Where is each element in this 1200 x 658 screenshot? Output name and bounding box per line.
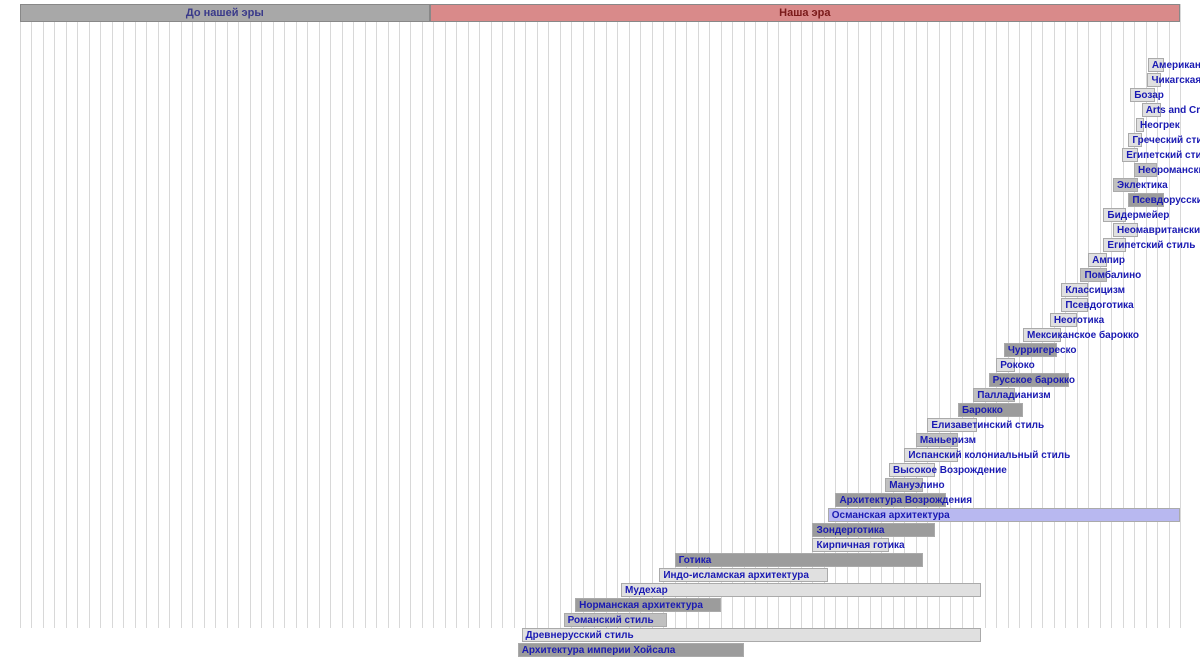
timeline-row: Псевдоготика: [20, 298, 1180, 313]
timeline-bar[interactable]: Русское барокко: [989, 373, 1069, 387]
timeline-bar[interactable]: Османская архитектура: [828, 508, 1180, 522]
timeline-bar[interactable]: Маньеризм: [916, 433, 958, 447]
timeline-row: Эклектика: [20, 178, 1180, 193]
timeline-bar[interactable]: Псевдоготика: [1061, 298, 1088, 312]
timeline-bar[interactable]: Arts and Crafts movement: [1142, 103, 1161, 117]
timeline-bar[interactable]: Мексиканское барокко: [1023, 328, 1061, 342]
timeline-row: Египетский стиль: [20, 148, 1180, 163]
timeline-bar[interactable]: Готика: [675, 553, 924, 567]
timeline-row: Русское барокко: [20, 373, 1180, 388]
timeline-row: Мексиканское барокко: [20, 328, 1180, 343]
timeline-bar[interactable]: Эклектика: [1113, 178, 1138, 192]
timeline-row: Норманская архитектура: [20, 598, 1180, 613]
timeline-row: Испанский колониальный стиль: [20, 448, 1180, 463]
timeline-bar[interactable]: Барокко: [958, 403, 1023, 417]
timeline-row: Неоготика: [20, 313, 1180, 328]
timeline-row: Бозар: [20, 88, 1180, 103]
timeline-row: Рококо: [20, 358, 1180, 373]
timeline-row: Индо-исламская архитектура: [20, 568, 1180, 583]
timeline-row: Помбалино: [20, 268, 1180, 283]
timeline-row: Ампир: [20, 253, 1180, 268]
timeline-row: Бидермейер: [20, 208, 1180, 223]
timeline-bar[interactable]: Египетский стиль: [1103, 238, 1126, 252]
timeline-row: Маньеризм: [20, 433, 1180, 448]
timeline-row: Классицизм: [20, 283, 1180, 298]
timeline-row: Чурригереско: [20, 343, 1180, 358]
timeline-bar[interactable]: Чурригереско: [1004, 343, 1058, 357]
timeline-bar[interactable]: Греческий стиль: [1128, 133, 1141, 147]
timeline-bar[interactable]: Классицизм: [1061, 283, 1088, 297]
timeline-row: Чикагская школа: [20, 73, 1180, 88]
timeline-row: Arts and Crafts movement: [20, 103, 1180, 118]
timeline-bar[interactable]: Псевдорусский стиль: [1128, 193, 1163, 207]
timeline-row: Архитектура империи Хойсала: [20, 643, 1180, 658]
timeline-row: Архитектура Возрождения: [20, 493, 1180, 508]
timeline-bar[interactable]: Неомавританский стиль: [1113, 223, 1138, 237]
timeline-row: Высокое Возрождение: [20, 463, 1180, 478]
timeline-row: Неогрек: [20, 118, 1180, 133]
timeline-row: Неомавританский стиль: [20, 223, 1180, 238]
timeline-bar[interactable]: Норманская архитектура: [575, 598, 720, 612]
timeline-bar[interactable]: Неороманский стиль: [1134, 163, 1157, 177]
timeline-row: Елизаветинский стиль: [20, 418, 1180, 433]
timeline-row: Мануэлино: [20, 478, 1180, 493]
timeline-bar[interactable]: Помбалино: [1080, 268, 1107, 282]
timeline-bar[interactable]: Чикагская школа: [1147, 73, 1160, 87]
timeline-bar[interactable]: Высокое Возрождение: [889, 463, 935, 477]
timeline-bar[interactable]: Мудехар: [621, 583, 981, 597]
timeline-bar[interactable]: Рококо: [996, 358, 1015, 372]
timeline-bar[interactable]: Палладианизм: [973, 388, 1015, 402]
timeline-row: Древнерусский стиль: [20, 628, 1180, 643]
timeline-row: Барокко: [20, 403, 1180, 418]
timeline-row: Романский стиль: [20, 613, 1180, 628]
timeline-bar[interactable]: Американский ренессанс: [1148, 58, 1164, 72]
timeline-row: Мудехар: [20, 583, 1180, 598]
timeline-row: Неороманский стиль: [20, 163, 1180, 178]
timeline-bar[interactable]: Романский стиль: [564, 613, 667, 627]
era-header-bc: До нашей эры: [20, 4, 430, 22]
era-header-ad: Наша эра: [430, 4, 1180, 22]
timeline-row: Османская архитектура: [20, 508, 1180, 523]
timeline-row: Египетский стиль: [20, 238, 1180, 253]
timeline-row: Зондерготика: [20, 523, 1180, 538]
timeline-row: Американский ренессанс: [20, 58, 1180, 73]
timeline-row: Палладианизм: [20, 388, 1180, 403]
timeline-bar[interactable]: Ампир: [1088, 253, 1107, 267]
timeline-bar[interactable]: Мануэлино: [885, 478, 923, 492]
timeline-bar[interactable]: Неоготика: [1050, 313, 1077, 327]
timeline-bar[interactable]: Архитектура империи Хойсала: [518, 643, 744, 657]
timeline-row: Греческий стиль: [20, 133, 1180, 148]
timeline-row: Псевдорусский стиль: [20, 193, 1180, 208]
timeline-bars: Американский ренессансЧикагская школаБоз…: [20, 58, 1180, 658]
timeline-bar[interactable]: Испанский колониальный стиль: [904, 448, 958, 462]
timeline-chart: До нашей эрыНаша эра Американский ренесс…: [20, 0, 1180, 628]
timeline-bar[interactable]: Неогрек: [1136, 118, 1144, 132]
timeline-bar[interactable]: Индо-исламская архитектура: [659, 568, 827, 582]
timeline-bar[interactable]: Кирпичная готика: [812, 538, 889, 552]
timeline-bar[interactable]: Зондерготика: [812, 523, 935, 537]
timeline-bar[interactable]: Архитектура Возрождения: [835, 493, 946, 507]
gridline: [1180, 4, 1181, 628]
timeline-bar[interactable]: Елизаветинский стиль: [927, 418, 977, 432]
timeline-bar[interactable]: Бидермейер: [1103, 208, 1126, 222]
timeline-bar[interactable]: Египетский стиль: [1122, 148, 1138, 162]
timeline-bar[interactable]: Бозар: [1130, 88, 1155, 102]
timeline-bar[interactable]: Древнерусский стиль: [522, 628, 981, 642]
timeline-row: Готика: [20, 553, 1180, 568]
timeline-row: Кирпичная готика: [20, 538, 1180, 553]
